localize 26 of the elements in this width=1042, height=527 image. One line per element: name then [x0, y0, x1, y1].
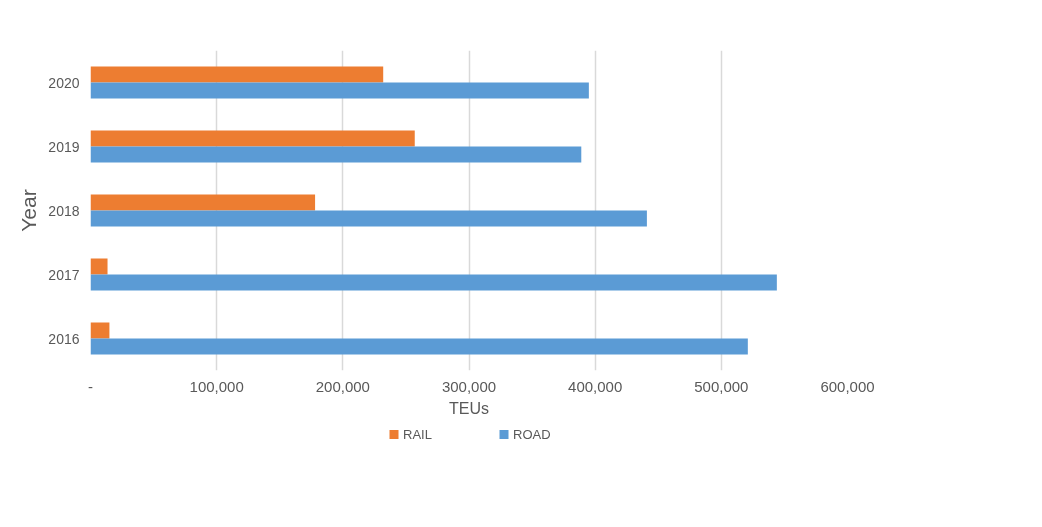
bar	[90, 274, 777, 291]
bar	[90, 338, 748, 355]
x-tick-label: 500,000	[694, 377, 749, 395]
bar	[90, 66, 384, 83]
bar	[90, 194, 316, 211]
y-tick-label: 2019	[48, 138, 80, 155]
x-axis-title: TEUs	[449, 399, 489, 417]
y-tick-label: 2017	[48, 266, 80, 283]
x-tick-label: 400,000	[568, 377, 623, 395]
x-tick-label: 100,000	[189, 377, 244, 395]
y-tick-label: 2020	[48, 74, 80, 91]
x-tick-label: 300,000	[441, 377, 497, 395]
bar	[90, 210, 647, 227]
bar	[90, 322, 110, 339]
y-tick-label: 2016	[48, 330, 80, 347]
y-axis-title: Year	[17, 189, 41, 232]
legend-label: RAIL	[403, 427, 432, 442]
bar	[90, 82, 589, 99]
bar	[90, 130, 415, 147]
legend-label: ROAD	[513, 427, 551, 442]
bar	[90, 146, 582, 163]
x-tick-label: 600,000	[820, 377, 875, 395]
x-tick-label: -	[88, 377, 93, 395]
y-tick-label: 2018	[48, 202, 80, 219]
bar	[90, 258, 108, 275]
x-tick-label: 200,000	[315, 377, 370, 395]
